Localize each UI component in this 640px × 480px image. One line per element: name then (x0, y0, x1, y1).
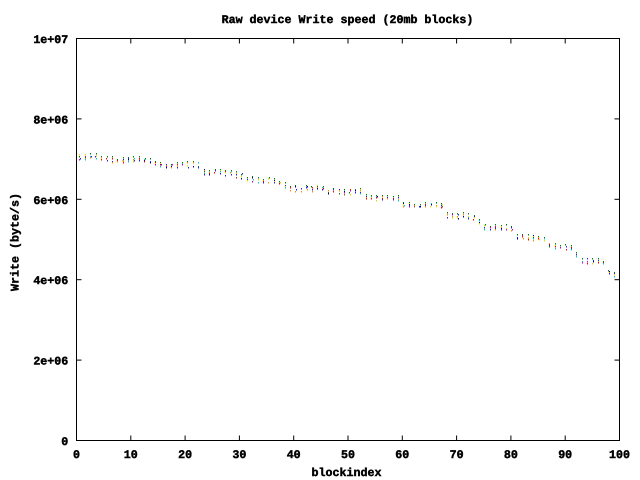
svg-text:Write (byte/s): Write (byte/s) (9, 193, 23, 291)
svg-text:10: 10 (124, 448, 138, 462)
svg-text:90: 90 (558, 448, 572, 462)
svg-text:30: 30 (232, 448, 246, 462)
svg-text:0: 0 (61, 435, 68, 449)
svg-text:blockindex: blockindex (312, 466, 382, 480)
svg-text:4e+06: 4e+06 (33, 274, 68, 288)
svg-text:1e+07: 1e+07 (33, 33, 68, 47)
svg-text:40: 40 (287, 448, 301, 462)
svg-text:Raw device Write speed (20mb b: Raw device Write speed (20mb blocks) (222, 13, 474, 27)
svg-text:6e+06: 6e+06 (33, 194, 68, 208)
svg-text:8e+06: 8e+06 (33, 113, 68, 127)
svg-text:60: 60 (395, 448, 409, 462)
svg-text:80: 80 (504, 448, 518, 462)
svg-text:100: 100 (609, 448, 630, 462)
svg-text:0: 0 (73, 448, 80, 462)
svg-text:20: 20 (178, 448, 192, 462)
svg-text:50: 50 (341, 448, 355, 462)
svg-text:70: 70 (450, 448, 464, 462)
svg-text:2e+06: 2e+06 (33, 355, 68, 369)
